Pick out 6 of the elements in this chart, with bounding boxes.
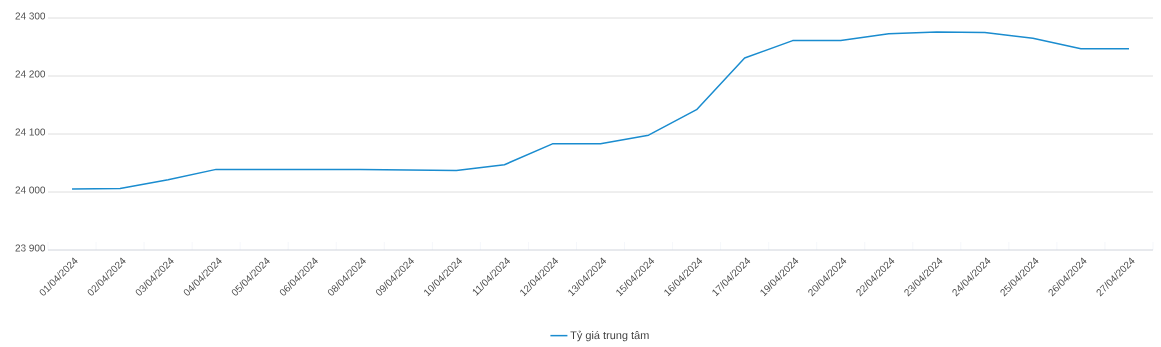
y-tick-label: 24 000 <box>15 186 46 194</box>
y-tick-label: 24 200 <box>15 70 46 78</box>
y-tick-label: 23 900 <box>15 244 46 252</box>
y-tick-label: 24 300 <box>15 12 46 20</box>
legend-label: Tỷ giá trung tâm <box>570 330 649 342</box>
y-tick-label: 24 100 <box>15 128 46 136</box>
